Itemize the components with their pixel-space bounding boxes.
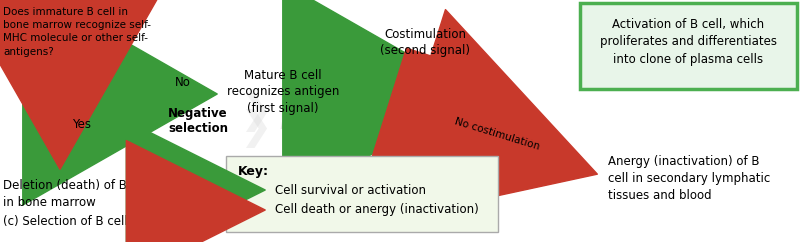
Text: No costimulation: No costimulation [454,116,541,152]
Text: Yes: Yes [72,119,91,131]
Text: Deletion (death) of B cell
in bone marrow: Deletion (death) of B cell in bone marro… [3,179,151,209]
FancyBboxPatch shape [580,3,797,89]
Text: Negative
selection: Negative selection [168,107,228,135]
Text: No: No [175,76,191,89]
Text: Biology Forums: Biology Forums [280,107,520,135]
Text: Cell survival or activation: Cell survival or activation [275,183,426,197]
Text: Cell death or anergy (inactivation): Cell death or anergy (inactivation) [275,204,478,217]
Text: ❯: ❯ [238,93,271,133]
Text: Anergy (inactivation) of B
cell in secondary lymphatic
tissues and blood: Anergy (inactivation) of B cell in secon… [608,155,770,202]
Text: Mature B cell
recognizes antigen
(first signal): Mature B cell recognizes antigen (first … [227,69,339,115]
Text: Does immature B cell in
bone marrow recognize self-
MHC molecule or other self-
: Does immature B cell in bone marrow reco… [3,7,151,57]
Text: Activation of B cell, which
proliferates and differentiates
into clone of plasma: Activation of B cell, which proliferates… [600,18,777,66]
Text: Costimulation
(second signal): Costimulation (second signal) [380,28,470,57]
FancyBboxPatch shape [226,156,498,232]
Text: ❯: ❯ [238,109,271,149]
Text: Key:: Key: [238,165,269,178]
Text: (c) Selection of B cells: (c) Selection of B cells [3,215,134,228]
